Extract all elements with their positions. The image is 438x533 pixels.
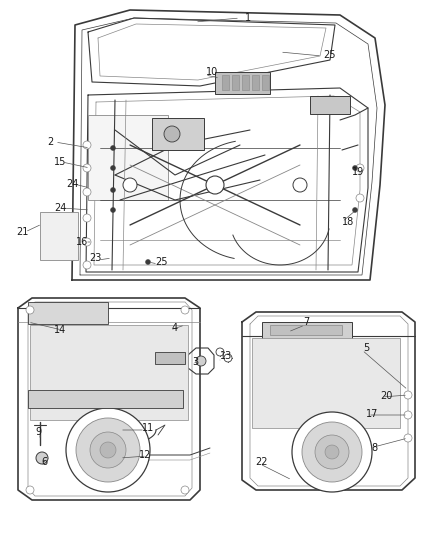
Circle shape [181, 486, 189, 494]
Text: 1: 1 [245, 13, 251, 23]
Text: 8: 8 [371, 443, 377, 453]
Circle shape [66, 408, 150, 492]
Text: 23: 23 [89, 253, 101, 263]
Circle shape [83, 214, 91, 222]
Text: 25: 25 [324, 50, 336, 60]
Circle shape [356, 164, 364, 172]
Text: 2: 2 [47, 137, 53, 147]
Bar [155, 352, 185, 364]
Circle shape [302, 422, 362, 482]
Text: 18: 18 [342, 217, 354, 227]
Bar [30, 325, 188, 420]
Circle shape [292, 412, 372, 492]
Text: 25: 25 [156, 257, 168, 267]
Circle shape [164, 126, 180, 142]
Bar [28, 390, 183, 408]
Text: 9: 9 [35, 427, 41, 437]
Circle shape [293, 178, 307, 192]
Text: 3: 3 [192, 357, 198, 367]
Bar [252, 75, 259, 90]
Text: 7: 7 [303, 317, 309, 327]
Circle shape [90, 432, 126, 468]
Bar [262, 75, 269, 90]
Text: 14: 14 [54, 325, 66, 335]
Text: 12: 12 [139, 450, 151, 460]
Circle shape [83, 261, 91, 269]
Text: 5: 5 [363, 343, 369, 353]
Text: 10: 10 [206, 67, 218, 77]
Circle shape [356, 194, 364, 202]
Text: 11: 11 [142, 423, 154, 433]
Circle shape [315, 435, 349, 469]
Circle shape [196, 356, 206, 366]
Bar [222, 75, 229, 90]
Text: 6: 6 [41, 457, 47, 467]
Circle shape [181, 306, 189, 314]
Text: 24: 24 [66, 179, 78, 189]
Bar [310, 96, 350, 114]
Bar [215, 72, 270, 94]
Text: 19: 19 [352, 167, 364, 177]
Text: 4: 4 [172, 323, 178, 333]
Circle shape [83, 141, 91, 149]
Circle shape [123, 178, 137, 192]
Text: 17: 17 [366, 409, 378, 419]
Text: 24: 24 [54, 203, 66, 213]
Circle shape [206, 176, 224, 194]
Circle shape [145, 260, 151, 264]
Bar [40, 212, 78, 260]
FancyBboxPatch shape [88, 115, 168, 200]
Text: 15: 15 [54, 157, 66, 167]
Bar [252, 338, 400, 428]
Bar [270, 325, 342, 335]
Bar [28, 302, 108, 324]
Text: 16: 16 [76, 237, 88, 247]
Circle shape [83, 164, 91, 172]
Circle shape [216, 348, 224, 356]
Bar [262, 322, 352, 340]
Circle shape [100, 442, 116, 458]
Text: 22: 22 [256, 457, 268, 467]
Circle shape [404, 411, 412, 419]
Bar [232, 75, 239, 90]
Circle shape [110, 188, 116, 192]
Circle shape [353, 166, 357, 171]
Circle shape [110, 146, 116, 150]
Circle shape [26, 306, 34, 314]
Bar [242, 75, 249, 90]
Circle shape [404, 434, 412, 442]
Text: 20: 20 [380, 391, 392, 401]
Text: 21: 21 [16, 227, 28, 237]
Circle shape [83, 188, 91, 196]
Circle shape [36, 452, 48, 464]
Circle shape [110, 207, 116, 213]
Circle shape [404, 391, 412, 399]
Circle shape [224, 354, 232, 362]
Text: 13: 13 [220, 351, 232, 361]
Circle shape [76, 418, 140, 482]
Bar [152, 118, 204, 150]
Circle shape [110, 166, 116, 171]
Circle shape [325, 445, 339, 459]
Circle shape [83, 238, 91, 246]
Circle shape [353, 207, 357, 213]
Circle shape [26, 486, 34, 494]
